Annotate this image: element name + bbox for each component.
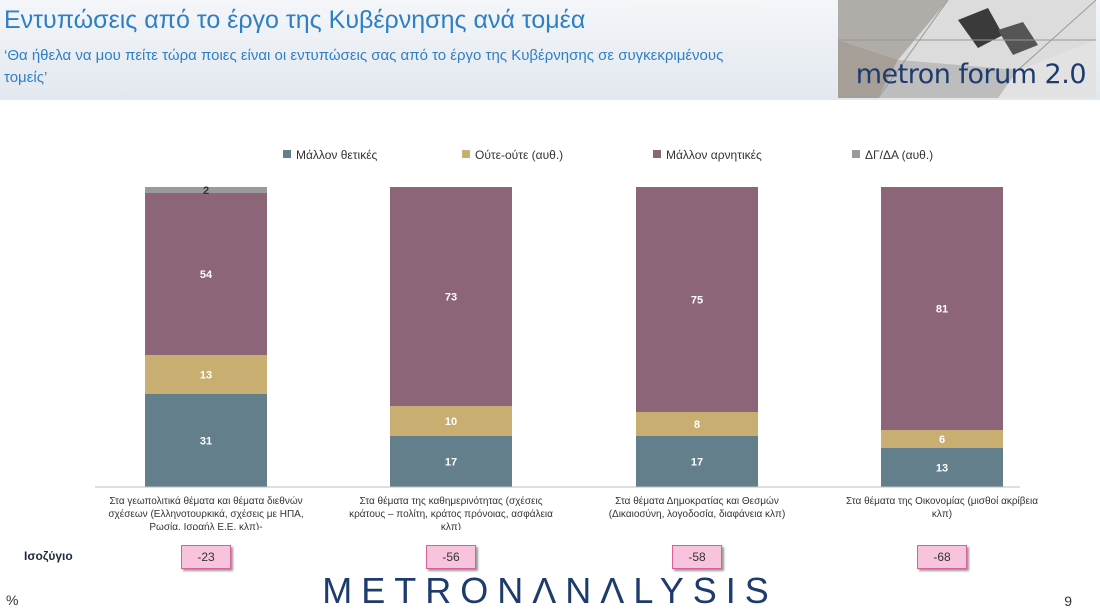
bar-segment-1-1 <box>390 406 512 436</box>
bar-segment-3-0 <box>881 448 1003 487</box>
metron-forum-logo: metron forum 2.0 <box>838 0 1096 98</box>
bar-value-label-0-3: 2 <box>203 185 209 197</box>
bar-value-label-2-2: 75 <box>691 295 703 307</box>
legend-swatch-2 <box>653 150 661 158</box>
stacked-bar-chart: Μάλλον θετικές Ούτε-ούτε (αυθ.) Μάλλον αρν… <box>95 148 1038 530</box>
category-label-line: Στα θέματα της καθημερινότητας (σχέσεις <box>359 495 542 507</box>
category-label-line: κλπ) <box>932 509 952 520</box>
bar-segment-3-2 <box>881 187 1003 430</box>
bar-segment-0-2 <box>145 193 267 355</box>
category-label-0: Στα γεωπολιτικά θέματα και θέματα διεθνώ… <box>108 495 303 530</box>
category-label-line: Ρωσία, Ισραήλ Ε.Ε. κλπ)- <box>149 521 262 530</box>
chart-bars: 31 13 54 2 17 10 73 17 8 75 13 6 81 <box>145 185 1003 487</box>
category-label-line: Στα θέματα της Οικονομίας (μισθοί ακρίβε… <box>846 495 1038 507</box>
legend-label-0: Μάλλον θετικές <box>296 148 378 162</box>
legend-label-3: ΔΓ/ΔΑ (αυθ.) <box>865 148 933 162</box>
category-labels: Στα γεωπολιτικά θέματα και θέματα διεθνώ… <box>108 495 1038 530</box>
bar-segment-2-1 <box>636 412 758 436</box>
logo-text: metron forum 2.0 <box>855 59 1087 90</box>
legend-swatch-0 <box>283 150 291 158</box>
bar-segment-0-1 <box>145 355 267 394</box>
bar-value-label-2-1: 8 <box>694 419 700 431</box>
balance-label: Ισοζύγιο <box>24 549 73 563</box>
bar-segment-2-2 <box>636 187 758 412</box>
bar-value-label-1-2: 73 <box>445 292 457 304</box>
bar-value-label-2-0: 17 <box>691 457 703 469</box>
legend-swatch-3 <box>852 150 860 158</box>
legend-swatch-1 <box>462 150 470 158</box>
category-label-line: κράτους – πολίτη, κράτος πρόνοιας, ασφάλ… <box>349 508 553 520</box>
bar-value-label-0-0: 31 <box>200 436 212 448</box>
page-subtitle: ‘Θα ήθελα να μου πείτε τώρα ποιες είναι … <box>4 47 724 86</box>
bar-segment-1-2 <box>390 187 512 406</box>
bar-value-label-0-2: 54 <box>200 269 213 281</box>
bar-value-label-3-1: 6 <box>939 434 945 446</box>
bar-segment-1-0 <box>390 436 512 487</box>
category-label-line: Στα θέματα Δημοκρατίας και Θεσμών <box>615 495 779 507</box>
bar-value-label-1-0: 17 <box>445 457 457 469</box>
page-title: Εντυπώσεις από το έργο της Κυβέρνησης αν… <box>4 6 586 34</box>
bar-segment-0-3 <box>145 187 267 193</box>
balance-value-0: -23 <box>181 545 231 569</box>
legend-label-1: Ούτε-ούτε (αυθ.) <box>475 148 563 162</box>
category-label-3: Στα θέματα της Οικονομίας (μισθοί ακρίβε… <box>846 495 1038 520</box>
bar-value-label-1-1: 10 <box>445 416 457 428</box>
page-number: 9 <box>1064 593 1072 609</box>
category-label-line: (Δικαιοσύνη, λογοδοσία, διαφάνεια κλπ) <box>609 508 786 520</box>
category-label-2: Στα θέματα Δημοκρατίας και Θεσμών (Δικαιο… <box>609 495 786 520</box>
category-label-line: Στα γεωπολιτικά θέματα και θέματα διεθνώ… <box>109 495 302 507</box>
bar-segment-3-1 <box>881 430 1003 448</box>
bar-segment-0-0 <box>145 394 267 487</box>
bar-value-label-3-0: 13 <box>936 463 948 475</box>
metron-analysis-logo: METRONΛNΛLYSIS <box>322 570 778 611</box>
legend-label-2: Μάλλον αρνητικές <box>666 148 762 162</box>
bar-value-label-0-1: 13 <box>200 370 212 382</box>
header-banner: Εντυπώσεις από το έργο της Κυβέρνησης αν… <box>0 0 1100 100</box>
category-label-line: σχέσεων (Ελληνοτουρκικά, σχέσεις με ΗΠΑ, <box>108 508 303 520</box>
balance-value-2: -58 <box>672 545 722 569</box>
category-label-line: κλπ) <box>441 522 461 530</box>
balance-value-3: -68 <box>917 545 967 569</box>
category-label-1: Στα θέματα της καθημερινότητας (σχέσεις κ… <box>349 495 553 530</box>
bar-segment-2-0 <box>636 436 758 487</box>
logo-background-image <box>838 0 1096 98</box>
balance-value-1: -56 <box>426 545 476 569</box>
bar-value-label-3-2: 81 <box>936 304 948 316</box>
percent-sign: % <box>6 592 19 608</box>
chart-legend: Μάλλον θετικές Ούτε-ούτε (αυθ.) Μάλλον αρν… <box>283 148 933 162</box>
